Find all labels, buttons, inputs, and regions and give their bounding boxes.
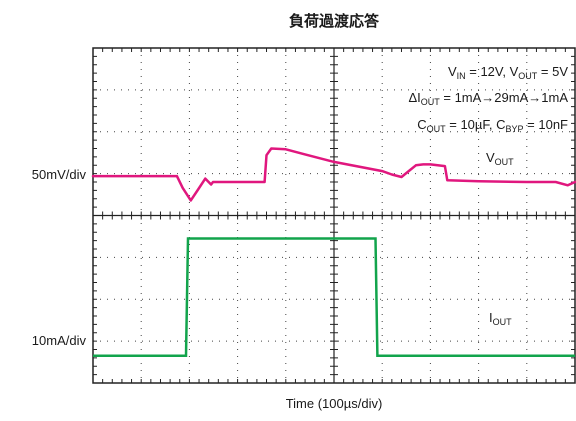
iout-scale-label: 10mA/div [32, 333, 87, 348]
condition-line-2: ΔIOUT = 1mA→29mA→1mA [408, 90, 568, 107]
condition-line-3: COUT = 10µF, CBYP = 10nF [417, 117, 568, 134]
vout-scale-label: 50mV/div [32, 167, 87, 182]
test-conditions: VIN = 12V, VOUT = 5V ΔIOUT = 1mA→29mA→1m… [408, 64, 568, 134]
vout-series-label: VOUT [486, 150, 514, 167]
iout-series-label: IOUT [489, 310, 512, 327]
chart-title: 負荷過渡応答 [289, 12, 380, 30]
vout-trace [91, 147, 576, 202]
x-axis-label: Time (100µs/div) [286, 396, 383, 411]
plot-border [92, 47, 576, 384]
iout-trace [93, 237, 575, 358]
condition-line-1: VIN = 12V, VOUT = 5V [448, 64, 568, 81]
